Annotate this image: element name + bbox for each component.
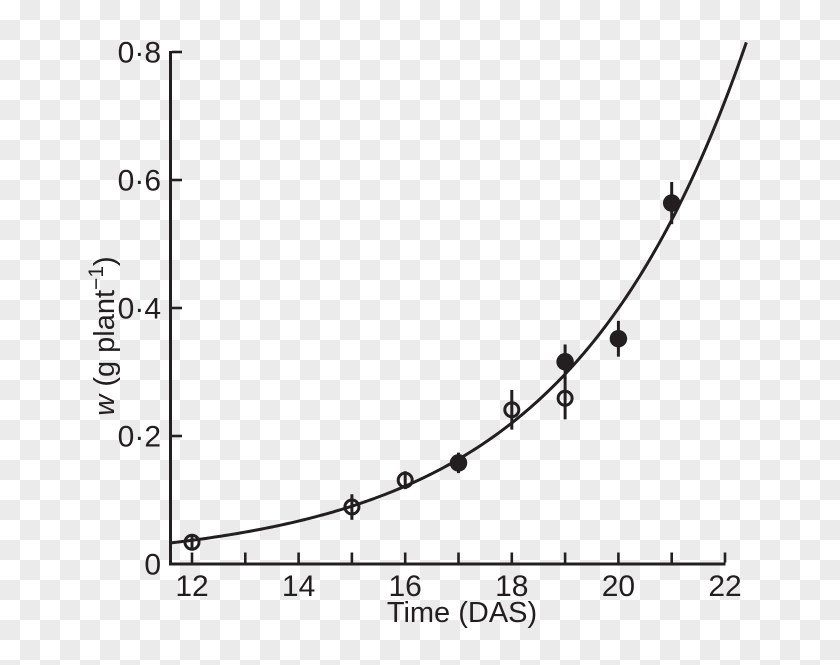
y-axis-title-unit-close: ) [89,256,121,266]
data-points-layer [183,181,681,551]
x-tick-label: 18 [495,570,528,603]
x-axis-title: Time (DAS) [387,597,537,629]
axis-titles-layer: Time (DAS) w (g plant−1) [85,256,537,629]
y-axis-title-exponent: −1 [85,266,108,290]
x-tick-label: 12 [175,570,208,603]
x-tick-label: 16 [389,570,422,603]
x-tick-label: 20 [602,570,635,603]
data-point-filled-circle [449,454,468,472]
data-point-filled-circle [609,329,628,348]
y-tick-label: 0·2 [118,421,161,454]
x-tick-label: 22 [708,570,741,603]
axes-layer: 12 14 16 18 20 22 0 0·2 0·4 0·6 0·8 [118,37,742,604]
data-point-open-circle [396,471,414,489]
y-tick-label: 0·6 [118,165,161,198]
data-point-filled-circle [556,353,574,371]
x-tick-label: 14 [282,570,315,603]
y-axis-title: w (g plant−1) [85,256,121,415]
data-point-open-circle [183,533,201,551]
y-tick-label: 0·8 [118,37,161,70]
data-point-open-circle [343,498,361,516]
y-tick-label: 0 [144,549,161,582]
y-axis-title-unit: (g plant [89,290,121,395]
data-point-open-circle [503,401,521,419]
y-tick-label: 0·4 [118,293,161,326]
data-point-open-circle [556,389,574,407]
y-axis-title-symbol: w [89,393,121,416]
data-point-filled-circle [662,194,681,212]
